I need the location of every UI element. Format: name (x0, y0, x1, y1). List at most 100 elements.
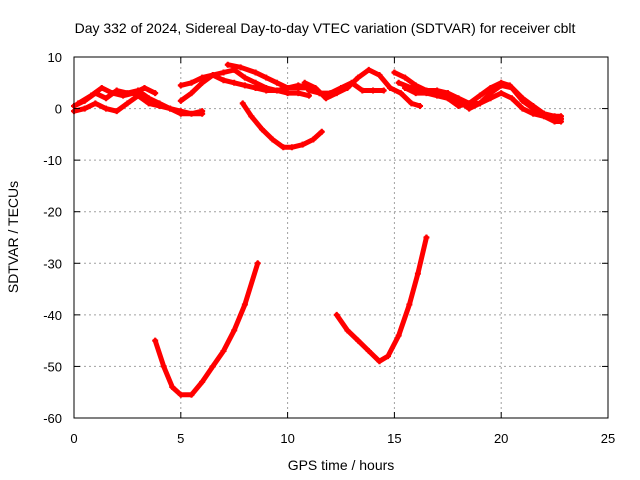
data-point (258, 126, 265, 133)
data-point (376, 72, 383, 79)
series-line-track-h (240, 100, 325, 150)
data-point (280, 144, 287, 151)
data-point (530, 110, 537, 117)
data-point (434, 92, 441, 99)
data-point (92, 100, 99, 107)
data-point (444, 90, 451, 97)
x-axis-label: GPS time / hours (288, 457, 395, 473)
data-point (355, 337, 362, 344)
data-point (220, 77, 227, 84)
series-line-track-n (402, 80, 564, 119)
data-point (338, 84, 344, 91)
data-point (113, 108, 120, 115)
data-point (224, 61, 231, 68)
data-point (188, 391, 195, 398)
data-point (417, 102, 424, 109)
data-point (209, 363, 216, 370)
data-point (145, 95, 152, 102)
data-point (506, 82, 513, 89)
data-point (402, 74, 409, 81)
data-point (519, 105, 526, 112)
data-point (167, 105, 174, 112)
data-point (466, 105, 473, 112)
data-point (455, 102, 462, 109)
data-point (295, 82, 302, 89)
data-point (476, 92, 483, 99)
data-point (397, 90, 404, 97)
data-point (145, 100, 152, 107)
data-point (273, 79, 280, 86)
data-point (239, 100, 246, 107)
x-tick-label: 25 (601, 431, 615, 446)
data-point (305, 87, 312, 94)
data-point (519, 95, 526, 102)
data-point (156, 102, 163, 109)
data-point (103, 95, 110, 102)
data-point (412, 90, 419, 97)
plot-frame (73, 56, 609, 419)
data-point (109, 90, 116, 97)
data-point (241, 82, 248, 89)
data-point (414, 270, 421, 277)
y-tick-label: -60 (43, 411, 62, 426)
data-point (380, 87, 387, 94)
data-point (323, 95, 330, 102)
y-tick-label: -20 (43, 205, 62, 220)
data-point (402, 84, 409, 91)
data-point (455, 97, 462, 104)
data-point (81, 105, 88, 112)
data-point (177, 82, 184, 89)
data-point (231, 79, 238, 86)
series-line-track-k (334, 235, 429, 364)
data-point (288, 144, 295, 151)
data-point (487, 84, 494, 91)
data-point (348, 79, 355, 86)
data-point (209, 72, 216, 79)
data-point (284, 90, 291, 97)
data-point (391, 69, 398, 76)
data-point (237, 64, 244, 71)
data-point (365, 347, 372, 354)
data-point (301, 79, 308, 86)
data-point (540, 110, 547, 117)
y-tick-labels: 10 0 -10 -20 -30 -40 -50 -60 (43, 50, 62, 426)
data-point (231, 327, 238, 334)
data-point (177, 97, 184, 104)
x-tick-labels: 0 5 10 15 20 25 (70, 431, 615, 446)
data-point (188, 90, 195, 97)
series-line-track-d (152, 260, 261, 398)
data-point (169, 384, 176, 391)
data-point (359, 87, 366, 94)
data-point (318, 128, 325, 135)
data-point (254, 260, 261, 267)
data-point (120, 92, 127, 99)
data-point (558, 113, 565, 120)
data-point (423, 90, 430, 97)
data-point (365, 66, 372, 73)
data-point (327, 90, 334, 97)
data-point (220, 347, 227, 354)
data-point (284, 84, 291, 91)
data-point (387, 84, 394, 91)
data-point (248, 113, 255, 120)
data-point (252, 69, 259, 76)
data-point (88, 92, 95, 99)
chart-title: Day 332 of 2024, Sidereal Day-to-day VTE… (75, 20, 576, 36)
data-point (241, 301, 248, 308)
data-point (299, 141, 306, 148)
data-point (530, 102, 537, 109)
data-point (395, 79, 402, 86)
data-point (466, 100, 473, 107)
data-point (498, 79, 505, 86)
data-point (263, 84, 270, 91)
axis-ticks (73, 56, 609, 419)
data-point (395, 332, 402, 339)
y-tick-label: 0 (55, 102, 62, 117)
data-point (316, 90, 323, 97)
data-point (355, 74, 362, 81)
data-point (98, 84, 105, 91)
data-point (476, 100, 483, 107)
y-tick-label: -30 (43, 256, 62, 271)
y-tick-label: -40 (43, 308, 62, 323)
